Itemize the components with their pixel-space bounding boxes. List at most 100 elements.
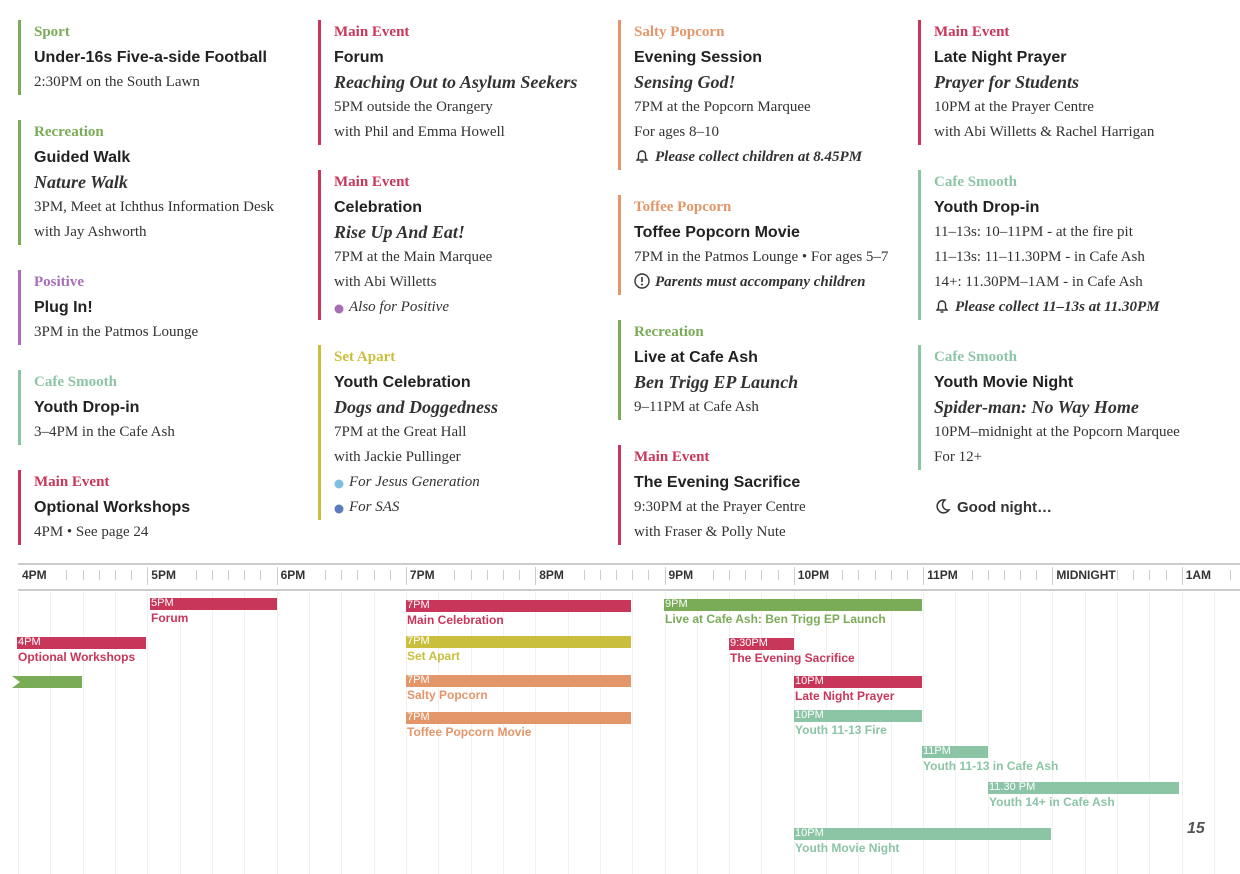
tick-mark [389, 570, 391, 580]
grid-line [114, 592, 116, 874]
event-card: Salty Popcorn Evening Session Sensing God!… [618, 20, 908, 170]
event-title: Toffee Popcorn Movie [634, 224, 800, 241]
event-detail: 5PM outside the Orangery [334, 99, 493, 115]
bar-time: 7PM [407, 599, 430, 611]
note-text: Parents must accompany children [655, 274, 866, 290]
event-card: Sport Under-16s Five-a-side Football 2:30P… [18, 20, 308, 95]
bar-time: 7PM [407, 711, 430, 723]
event-card: Cafe Smooth Youth Drop-in 3–4PM in the Caf… [18, 370, 308, 445]
event-category: Cafe Smooth [934, 174, 1017, 190]
event-card: Main Event Celebration Rise Up And Eat! 7PM… [318, 170, 608, 320]
footer-text: Good night… [957, 499, 1052, 516]
bar-time: 11PM [923, 745, 951, 757]
event-detail: with Abi Willetts & Rachel Harrigan [934, 124, 1155, 140]
grid-line [567, 592, 569, 874]
tick-mark [906, 570, 908, 580]
grid-line [955, 592, 957, 874]
event-title: Celebration [334, 199, 423, 216]
note-icon [334, 299, 349, 315]
tick-mark [729, 570, 731, 580]
tick-mark [971, 570, 973, 580]
note-icon [334, 499, 349, 515]
bar-time: 9PM [665, 598, 688, 610]
note-icon [634, 273, 655, 290]
hour-divider [405, 567, 407, 585]
bar-label: Live at Cafe Ash: Ben Trigg EP Launch [665, 612, 886, 626]
grid-line [438, 592, 440, 874]
event-detail: 7PM in the Patmos Lounge • For ages 5–7 [634, 249, 889, 265]
tick-mark [454, 570, 456, 580]
bar-time: 4PM [18, 636, 41, 648]
event-card: Main Event Optional Workshops 4PM • See pa… [18, 470, 308, 545]
event-title: Evening Session [634, 49, 763, 66]
tick-mark [761, 570, 763, 580]
event-card: Main Event Forum Reaching Out to Asylum Se… [318, 20, 608, 145]
tick-mark [1149, 570, 1151, 580]
event-category: Main Event [634, 449, 710, 465]
tick-mark [244, 570, 246, 580]
timeline-bar: 7PM [406, 599, 631, 612]
event-detail: For 12+ [934, 449, 983, 465]
timeline-bar: 10PM [794, 675, 922, 688]
grid-line [405, 592, 407, 874]
bar-label: Toffee Popcorn Movie [407, 725, 532, 739]
grid-line [1214, 592, 1216, 874]
event-title: Optional Workshops [34, 499, 191, 516]
event-card: Positive Plug In! 3PM in the Patmos Lounge [18, 270, 308, 345]
event-detail: 3PM, Meet at Ichthus Information Desk [34, 199, 274, 215]
hour-divider [664, 567, 666, 585]
timeline-bar: 9PM [664, 598, 922, 611]
event-title: Plug In! [34, 299, 93, 316]
tick-mark [648, 570, 650, 580]
tick-mark [82, 570, 84, 580]
event-title: Late Night Prayer [934, 49, 1067, 66]
timeline-axis [18, 563, 1240, 591]
bar-time: 7PM [407, 674, 430, 686]
grid-line [373, 592, 375, 874]
note-text: For SAS [349, 499, 400, 515]
tick-mark [1100, 570, 1102, 580]
hour-label: 4PM [22, 568, 47, 582]
event-subtitle: Reaching Out to Asylum Seekers [334, 72, 578, 92]
hour-divider [1181, 567, 1183, 585]
event-note: Please collect 11–13s at 11.30PM [934, 295, 1208, 320]
tick-mark [632, 570, 634, 580]
event-detail: with Jay Ashworth [34, 224, 147, 240]
event-title: Youth Celebration [334, 374, 471, 391]
note-text: For Jesus Generation [349, 474, 480, 490]
event-detail: 4PM • See page 24 [34, 524, 149, 540]
event-detail: 9:30PM at the Prayer Centre [634, 499, 806, 515]
tick-mark [211, 570, 213, 580]
good-night: Good night… [918, 495, 1208, 520]
bar-time: 10PM [795, 675, 824, 687]
event-card: Set Apart Youth Celebration Dogs and Dogge… [318, 345, 608, 520]
tick-mark [583, 570, 585, 580]
timeline-bar: 10PM [794, 827, 1051, 840]
event-detail: 7PM at the Great Hall [334, 424, 467, 440]
bar-label: Youth Movie Night [795, 841, 900, 855]
hour-label: 5PM [151, 568, 176, 582]
bar-label: The Evening Sacrifice [730, 651, 855, 665]
tick-mark [1117, 570, 1119, 580]
bar-label: Youth 14+ in Cafe Ash [989, 795, 1115, 809]
timeline-bar: 7PM [406, 635, 631, 648]
column: Sport Under-16s Five-a-side Football 2:30P… [18, 20, 308, 570]
hour-divider [147, 567, 149, 585]
grid-line [599, 592, 601, 874]
grid-line [50, 592, 52, 874]
timeline-bar: 11PM [922, 745, 988, 758]
event-detail: 7PM at the Popcorn Marquee [634, 99, 811, 115]
hour-label: 1AM [1185, 568, 1212, 582]
tick-mark [260, 570, 262, 580]
event-detail: 10PM–midnight at the Popcorn Marquee [934, 424, 1180, 440]
event-title: Youth Drop-in [934, 199, 1040, 216]
event-detail: with Abi Willetts [334, 274, 437, 290]
hour-divider [923, 567, 925, 585]
grid-line [793, 592, 795, 874]
tick-mark [114, 570, 116, 580]
tick-mark [1036, 570, 1038, 580]
event-category: Salty Popcorn [634, 24, 725, 40]
event-title: Guided Walk [34, 149, 131, 166]
bar-label: Set Apart [407, 649, 460, 663]
grid-line [1084, 592, 1086, 874]
